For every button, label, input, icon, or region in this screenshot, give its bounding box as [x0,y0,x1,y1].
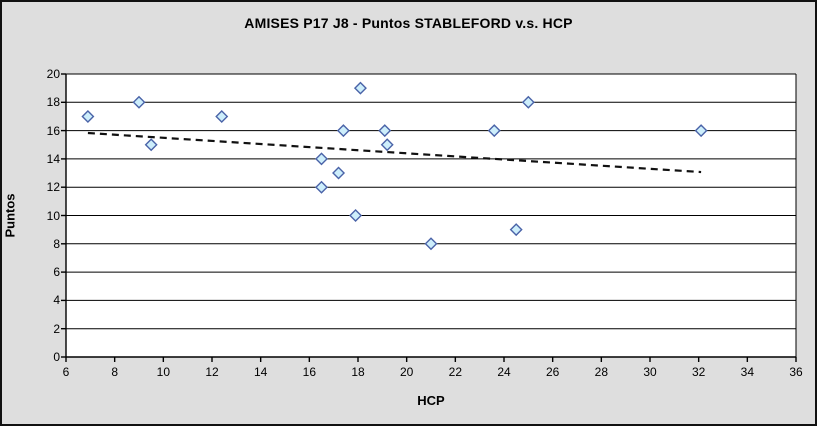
data-point-marker[interactable] [315,152,328,166]
y-tick-label: 8 [53,236,60,251]
x-tick-label: 32 [691,365,706,379]
data-point-marker[interactable] [144,138,158,152]
y-axis-title: Puntos [2,193,18,238]
y-tick-label: 14 [46,151,60,166]
x-tick-label: 34 [740,365,754,379]
data-point-marker[interactable] [349,209,363,222]
data-point-marker[interactable] [336,124,350,138]
y-tick-label: 12 [46,180,60,195]
y-tick-label: 16 [46,123,60,138]
chart-title: AMISES P17 J8 - Puntos STABLEFORD v.s. H… [244,15,573,31]
y-tick-label: 18 [46,95,60,110]
data-point-marker[interactable] [694,124,708,138]
x-tick-label: 14 [253,365,268,379]
y-tick-label: 0 [53,350,60,364]
x-tick-label: 12 [205,365,219,379]
data-point-marker[interactable] [521,95,535,109]
data-point-marker[interactable] [487,124,501,138]
data-point-marker[interactable] [81,109,95,123]
x-tick-label: 22 [448,365,462,379]
x-tick-label: 8 [111,365,118,379]
x-tick-label: 6 [62,365,70,379]
x-tick-label: 30 [643,365,657,379]
y-tick-label: 2 [53,321,60,336]
data-point-marker[interactable] [509,223,523,237]
y-tick-label: 6 [53,265,60,280]
x-tick-label: 36 [789,365,803,379]
data-point-marker[interactable] [353,81,367,95]
data-point-marker[interactable] [378,124,392,138]
data-point-marker[interactable] [380,138,394,152]
x-tick-label: 28 [594,365,608,379]
trendline [87,131,702,174]
y-tick-label: 10 [46,208,60,223]
y-tick-label: 20 [46,67,60,81]
y-tick-label: 4 [53,293,60,308]
data-point-marker[interactable] [424,237,438,251]
x-tick-label: 10 [156,365,170,379]
x-tick-label: 18 [351,365,365,379]
x-tick-label: 24 [497,365,511,379]
data-point-marker[interactable] [332,166,346,180]
x-axis-title: HCP [417,393,445,408]
x-tick-label: 20 [399,365,414,379]
data-point-marker[interactable] [315,180,328,194]
data-point-marker[interactable] [215,109,229,123]
data-point-marker[interactable] [132,95,146,109]
x-tick-label: 26 [545,365,560,379]
x-tick-label: 16 [302,365,316,379]
